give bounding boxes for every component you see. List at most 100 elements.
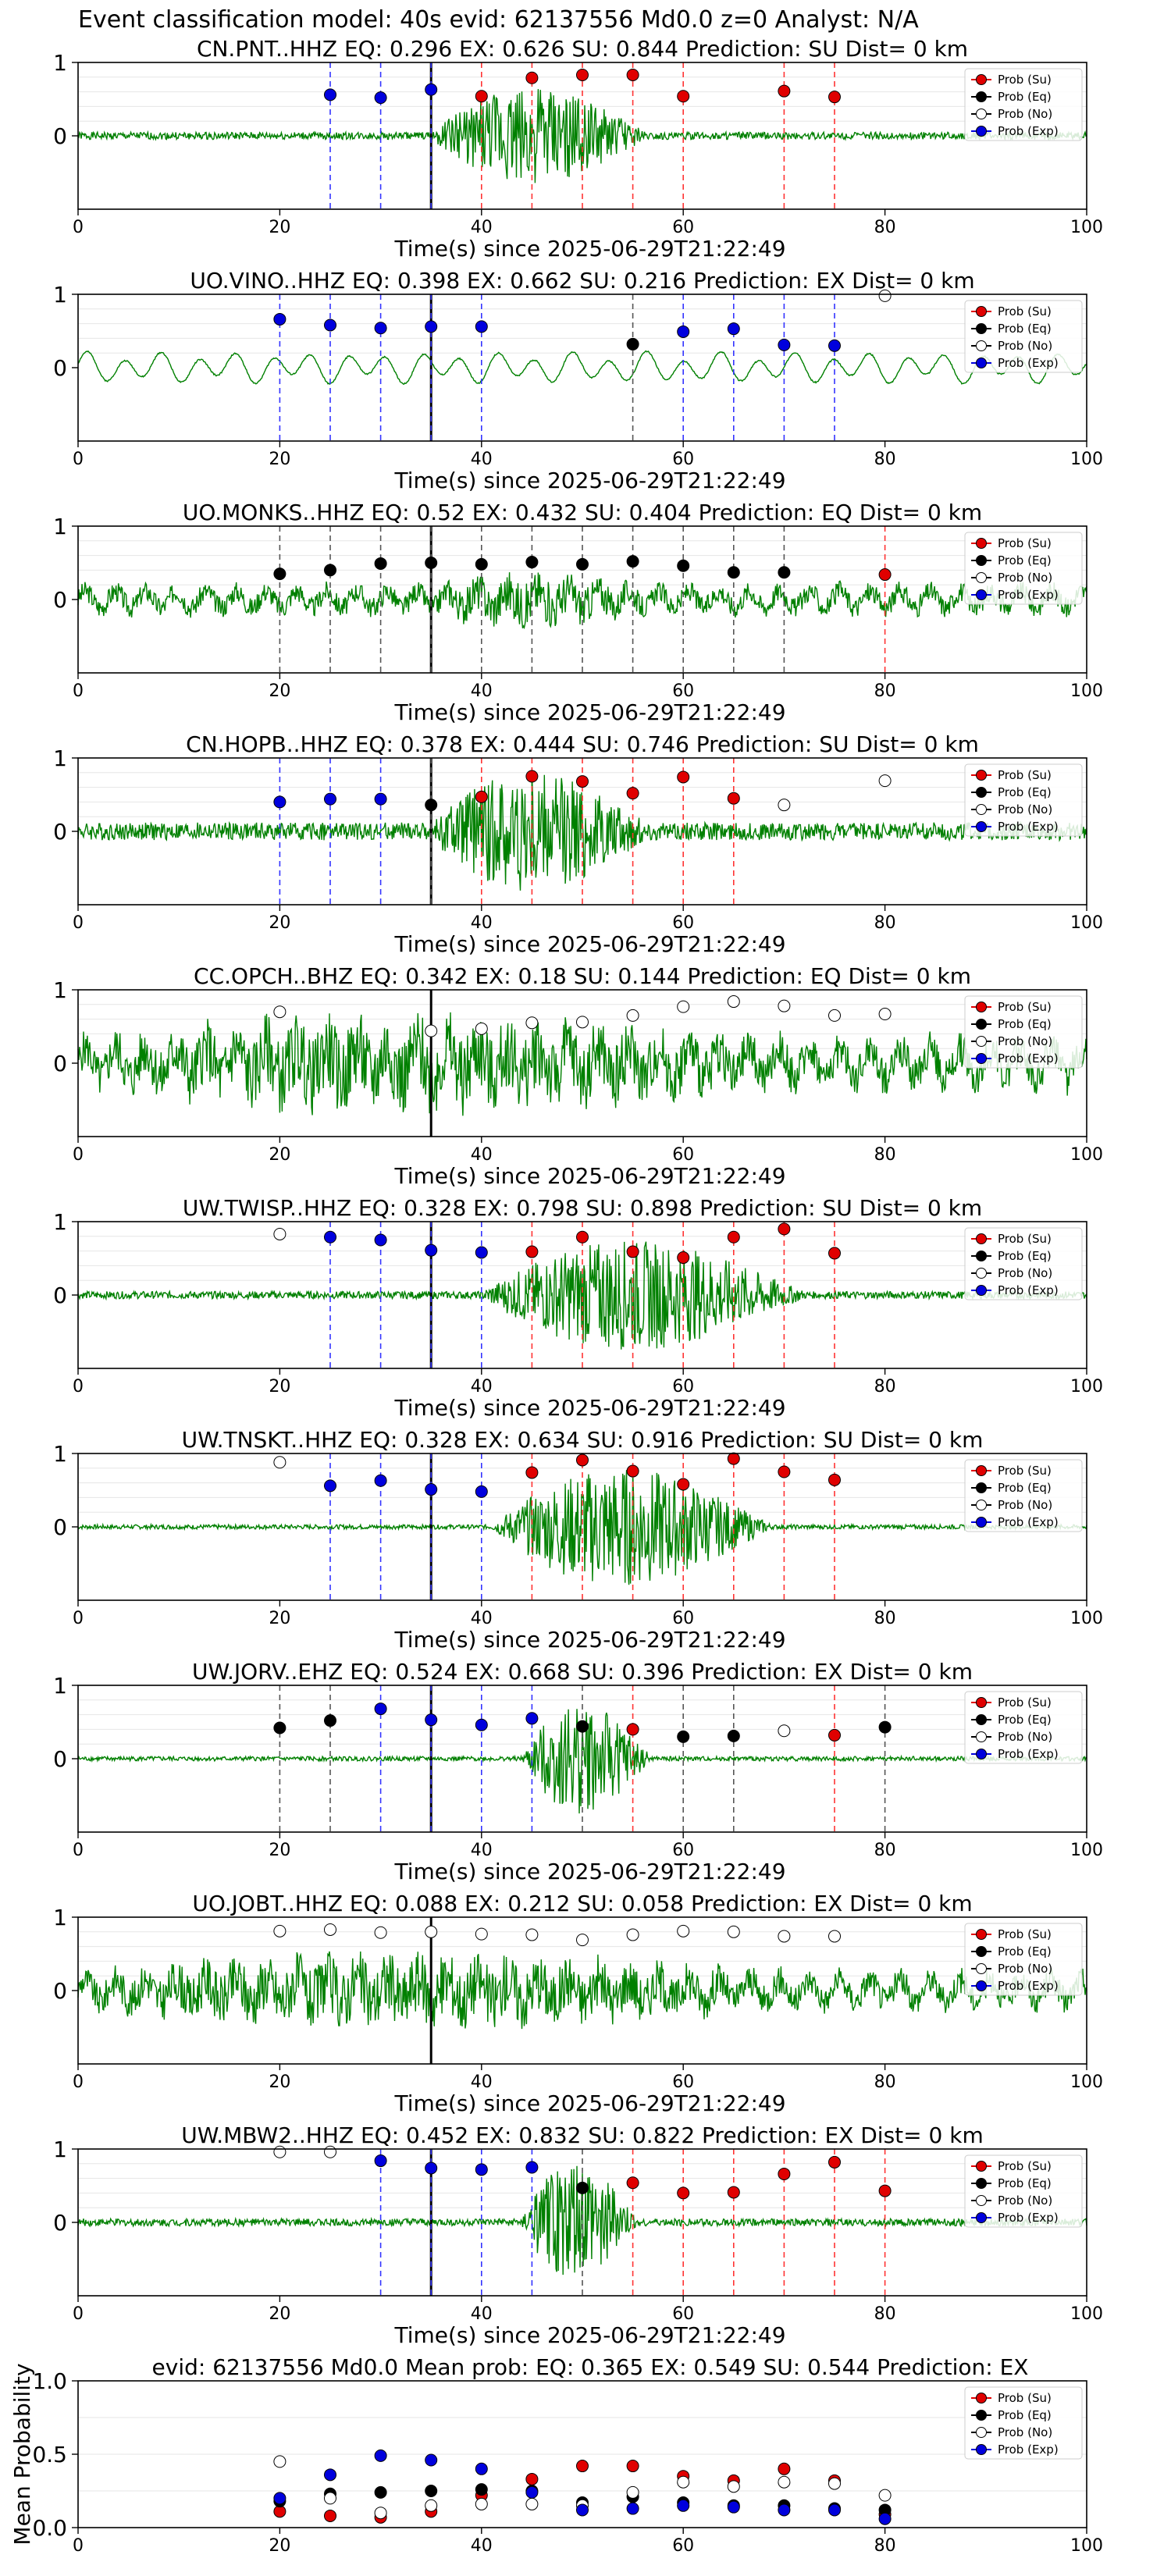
prob-point-no — [525, 1928, 539, 1941]
prob-point-no — [374, 1926, 387, 1939]
x-tick-label: 60 — [672, 1377, 694, 1397]
prob-point-su — [677, 770, 690, 784]
prob-point-exp — [374, 91, 387, 105]
x-tick-label: 100 — [1070, 2073, 1103, 2092]
legend-marker-eq — [976, 1019, 987, 1030]
y-tick-label: 0 — [53, 123, 67, 149]
legend-marker-exp — [976, 1053, 987, 1064]
prob-point-eq — [273, 1721, 287, 1735]
prob-point-su — [677, 1478, 690, 1491]
legend-label-eq: Prob (Eq) — [998, 553, 1052, 568]
prob-point-su — [828, 91, 841, 104]
y-tick-label: 1 — [53, 745, 67, 771]
x-axis-label: Time(s) since 2025-06-29T21:22:49 — [393, 236, 785, 262]
mean-point-exp — [374, 2449, 387, 2462]
prob-point-no — [778, 799, 791, 812]
legend-label-exp: Prob (Exp) — [998, 124, 1059, 138]
prob-point-su — [626, 1245, 639, 1258]
x-tick-label: 100 — [1070, 913, 1103, 933]
legend-marker-no — [976, 1731, 987, 1742]
prob-point-exp — [374, 1233, 387, 1247]
x-tick-label: 40 — [471, 1377, 493, 1397]
legend-box — [964, 995, 1083, 1069]
prob-point-no — [324, 2145, 336, 2158]
y-tick-label: 1 — [53, 50, 67, 76]
x-axis-label: Time(s) since 2025-06-29T21:22:49 — [393, 2090, 785, 2116]
prob-point-exp — [828, 339, 841, 352]
legend-marker-su — [976, 2161, 987, 2172]
legend-marker-su — [976, 2393, 987, 2403]
legend-marker-exp — [976, 2444, 987, 2455]
x-tick-label: 20 — [269, 2073, 290, 2092]
prob-point-su — [778, 1222, 791, 1236]
legend-marker-eq — [976, 787, 987, 798]
mean-point-no — [878, 2489, 892, 2502]
prob-point-no — [778, 1930, 791, 1943]
y-tick-label: 0 — [53, 1514, 67, 1540]
prob-point-no — [273, 1456, 287, 1469]
legend-label-exp: Prob (Exp) — [998, 588, 1059, 602]
x-tick-label: 40 — [471, 913, 493, 933]
panel-title: UW.JORV..EHZ EQ: 0.524 EX: 0.668 SU: 0.3… — [192, 1659, 973, 1685]
prob-point-eq — [576, 1720, 589, 1733]
y-tick-label: 1 — [53, 1441, 67, 1467]
x-tick-label: 80 — [874, 2073, 896, 2092]
prob-point-su — [525, 1245, 539, 1258]
x-axis-label: Time(s) since 2025-06-29T21:22:49 — [393, 1627, 785, 1653]
legend-marker-exp — [976, 589, 987, 600]
prob-point-su — [677, 90, 690, 103]
prob-point-su — [576, 68, 589, 81]
legend-label-no: Prob (No) — [998, 571, 1052, 585]
prob-point-su — [626, 68, 639, 81]
legend-marker-no — [976, 804, 987, 815]
prob-point-no — [778, 1724, 791, 1738]
y-axis-label: Mean Probability — [9, 2363, 35, 2545]
legend-label-no: Prob (No) — [998, 339, 1052, 353]
mean-point-eq — [425, 2485, 438, 2497]
panel-title: CN.PNT..HHZ EQ: 0.296 EX: 0.626 SU: 0.84… — [197, 36, 968, 62]
x-tick-label: 80 — [874, 913, 896, 933]
waveform-trace — [77, 774, 1087, 891]
prob-point-exp — [273, 312, 287, 326]
prob-point-su — [727, 2186, 740, 2199]
prob-point-eq — [677, 1730, 690, 1743]
prob-point-no — [425, 1024, 438, 1037]
prob-point-exp — [273, 795, 287, 809]
prob-point-su — [878, 568, 892, 582]
legend-label-no: Prob (No) — [998, 1266, 1052, 1280]
panel-title: UO.MONKS..HHZ EQ: 0.52 EX: 0.432 SU: 0.4… — [183, 500, 982, 525]
prob-point-no — [828, 1009, 841, 1022]
prob-point-no — [878, 289, 892, 302]
x-tick-label: 60 — [672, 2073, 694, 2092]
x-tick-label: 100 — [1070, 1145, 1103, 1165]
legend-label-no: Prob (No) — [998, 2194, 1052, 2208]
x-tick-label: 0 — [73, 1841, 84, 1860]
x-tick-label: 20 — [269, 450, 290, 469]
legend-marker-no — [976, 1036, 987, 1047]
legend-label-eq: Prob (Eq) — [998, 2176, 1052, 2190]
prob-point-no — [273, 1227, 287, 1240]
legend-marker-su — [976, 1002, 987, 1012]
prob-point-exp — [374, 1703, 387, 1716]
panel-title: evid: 62137556 Md0.0 Mean prob: EQ: 0.36… — [152, 2354, 1029, 2380]
prob-point-eq — [677, 559, 690, 572]
waveform-trace — [77, 350, 1087, 386]
legend-marker-no — [976, 340, 987, 351]
x-tick-label: 100 — [1070, 1609, 1103, 1628]
prob-point-eq — [273, 568, 287, 581]
legend-marker-no — [976, 109, 987, 119]
waveform-trace — [77, 1951, 1087, 2030]
prob-point-su — [677, 2186, 690, 2200]
legend-marker-su — [976, 1465, 987, 1476]
legend-marker-su — [976, 74, 987, 85]
legend-label-exp: Prob (Exp) — [998, 1747, 1059, 1761]
prob-point-no — [273, 1005, 287, 1019]
prob-point-su — [576, 775, 589, 788]
prob-point-no — [878, 1008, 892, 1021]
legend-label-eq: Prob (Eq) — [998, 785, 1052, 799]
mean-point-exp — [475, 2462, 488, 2475]
legend-label-exp: Prob (Exp) — [998, 2443, 1059, 2457]
prob-point-su — [626, 787, 639, 800]
x-axis-label: Time(s) since 2025-06-29T21:22:49 — [393, 2322, 785, 2348]
